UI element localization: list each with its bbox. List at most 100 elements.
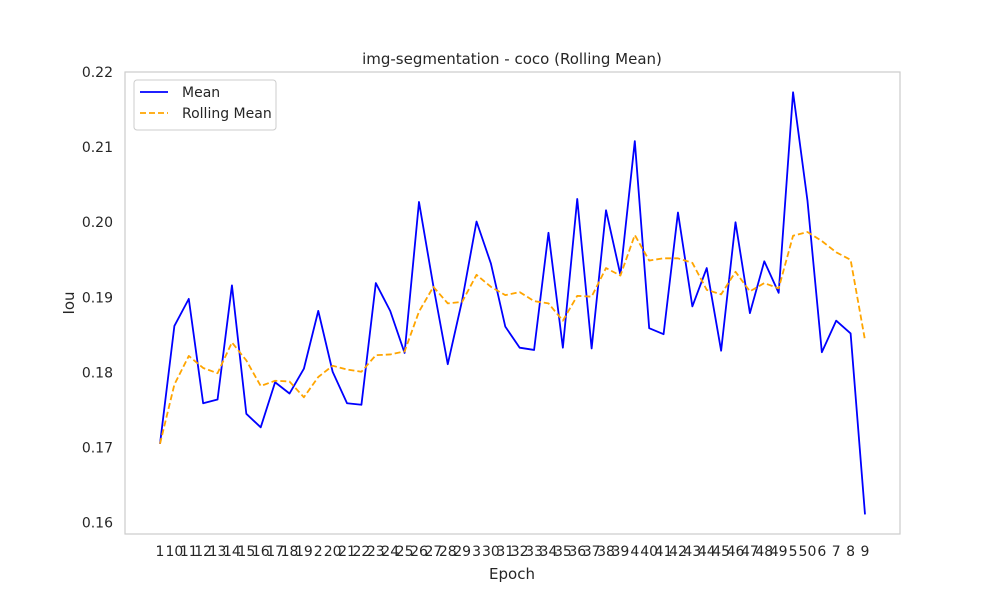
x-axis-label: Epoch bbox=[489, 565, 535, 583]
data-point-rolling-mean bbox=[777, 287, 779, 289]
x-tick-label: 50 bbox=[799, 544, 817, 560]
data-point-rolling-mean bbox=[231, 341, 233, 343]
data-point-mean bbox=[504, 325, 506, 327]
x-tick-label: 32 bbox=[511, 544, 529, 560]
data-point-rolling-mean bbox=[475, 274, 477, 276]
x-tick-label: 33 bbox=[525, 544, 543, 560]
data-point-rolling-mean bbox=[691, 262, 693, 264]
x-tick-label: 18 bbox=[281, 544, 299, 560]
data-point-mean bbox=[835, 319, 837, 321]
data-point-rolling-mean bbox=[677, 257, 679, 259]
y-tick-label: 0.20 bbox=[82, 215, 113, 231]
data-point-rolling-mean bbox=[288, 380, 290, 382]
x-tick-label: 45 bbox=[712, 544, 730, 560]
data-point-mean bbox=[173, 325, 175, 327]
data-point-mean bbox=[547, 232, 549, 234]
data-point-rolling-mean bbox=[806, 231, 808, 233]
data-point-rolling-mean bbox=[490, 286, 492, 288]
legend-label-rolling-mean: Rolling Mean bbox=[182, 106, 272, 122]
data-point-rolling-mean bbox=[749, 290, 751, 292]
series-line-mean bbox=[159, 91, 866, 515]
x-tick-label: 41 bbox=[655, 544, 673, 560]
data-point-mean bbox=[188, 298, 190, 300]
x-tick-label: 47 bbox=[741, 544, 759, 560]
data-point-rolling-mean bbox=[576, 295, 578, 297]
data-point-mean bbox=[749, 312, 751, 314]
data-point-rolling-mean bbox=[547, 302, 549, 304]
data-point-rolling-mean bbox=[389, 353, 391, 355]
x-tick-label: 23 bbox=[367, 544, 385, 560]
data-point-rolling-mean bbox=[303, 396, 305, 398]
data-point-mean bbox=[777, 292, 779, 294]
x-tick-label: 39 bbox=[611, 544, 629, 560]
data-point-mean bbox=[691, 305, 693, 307]
data-point-rolling-mean bbox=[346, 368, 348, 370]
data-point-rolling-mean bbox=[317, 376, 319, 378]
x-tick-label: 16 bbox=[252, 544, 270, 560]
data-point-mean bbox=[662, 333, 664, 335]
data-point-rolling-mean bbox=[706, 289, 708, 291]
data-point-mean bbox=[806, 199, 808, 201]
data-point-rolling-mean bbox=[835, 251, 837, 253]
data-point-rolling-mean bbox=[864, 339, 866, 341]
data-point-mean bbox=[706, 267, 708, 269]
x-tick-label: 10 bbox=[165, 544, 183, 560]
x-tick-label: 8 bbox=[846, 544, 855, 560]
data-point-mean bbox=[590, 347, 592, 349]
data-point-mean bbox=[849, 332, 851, 334]
data-point-rolling-mean bbox=[216, 372, 218, 374]
data-point-mean bbox=[634, 140, 636, 142]
data-point-rolling-mean bbox=[533, 300, 535, 302]
data-point-mean bbox=[202, 402, 204, 404]
data-point-mean bbox=[605, 209, 607, 211]
x-tick-label: 42 bbox=[669, 544, 687, 560]
data-point-mean bbox=[490, 262, 492, 264]
series-layer bbox=[159, 91, 866, 515]
x-tick-label: 9 bbox=[861, 544, 870, 560]
x-tick-label: 35 bbox=[554, 544, 572, 560]
x-tick-label: 29 bbox=[453, 544, 471, 560]
data-point-mean bbox=[346, 402, 348, 404]
data-point-rolling-mean bbox=[634, 234, 636, 236]
y-tick-label: 0.21 bbox=[82, 140, 113, 156]
y-axis-label: Iou bbox=[60, 291, 78, 314]
x-tick-label: 28 bbox=[439, 544, 457, 560]
data-point-rolling-mean bbox=[605, 267, 607, 269]
data-point-mean bbox=[303, 368, 305, 370]
x-tick-label: 36 bbox=[568, 544, 586, 560]
x-tick-label: 43 bbox=[683, 544, 701, 560]
x-tick-label: 11 bbox=[180, 544, 198, 560]
data-point-mean bbox=[245, 413, 247, 415]
x-tick-label: 37 bbox=[583, 544, 601, 560]
data-point-mean bbox=[720, 350, 722, 352]
x-tick-label: 40 bbox=[640, 544, 658, 560]
data-point-mean bbox=[216, 398, 218, 400]
y-tick-label: 0.19 bbox=[82, 290, 113, 306]
data-point-rolling-mean bbox=[720, 293, 722, 295]
data-point-mean bbox=[475, 220, 477, 222]
x-tick-label: 7 bbox=[832, 544, 841, 560]
x-tick-label: 31 bbox=[496, 544, 514, 560]
data-point-rolling-mean bbox=[648, 259, 650, 261]
data-point-mean bbox=[562, 346, 564, 348]
x-tick-label: 19 bbox=[295, 544, 313, 560]
x-tick-label: 1 bbox=[156, 544, 165, 560]
x-tick-label: 3 bbox=[472, 544, 481, 560]
data-point-mean bbox=[677, 211, 679, 213]
data-point-mean bbox=[331, 371, 333, 373]
data-point-mean bbox=[360, 404, 362, 406]
data-point-mean bbox=[231, 284, 233, 286]
x-tick-label: 49 bbox=[770, 544, 788, 560]
data-point-rolling-mean bbox=[447, 302, 449, 304]
data-point-mean bbox=[260, 426, 262, 428]
data-point-mean bbox=[792, 91, 794, 93]
data-point-rolling-mean bbox=[849, 259, 851, 261]
chart-title: img-segmentation - coco (Rolling Mean) bbox=[362, 50, 662, 68]
x-tick-label: 26 bbox=[410, 544, 428, 560]
data-point-rolling-mean bbox=[245, 359, 247, 361]
data-point-rolling-mean bbox=[331, 365, 333, 367]
data-point-mean bbox=[288, 392, 290, 394]
data-point-rolling-mean bbox=[662, 257, 664, 259]
x-tick-label: 13 bbox=[209, 544, 227, 560]
x-tick-label: 12 bbox=[194, 544, 212, 560]
